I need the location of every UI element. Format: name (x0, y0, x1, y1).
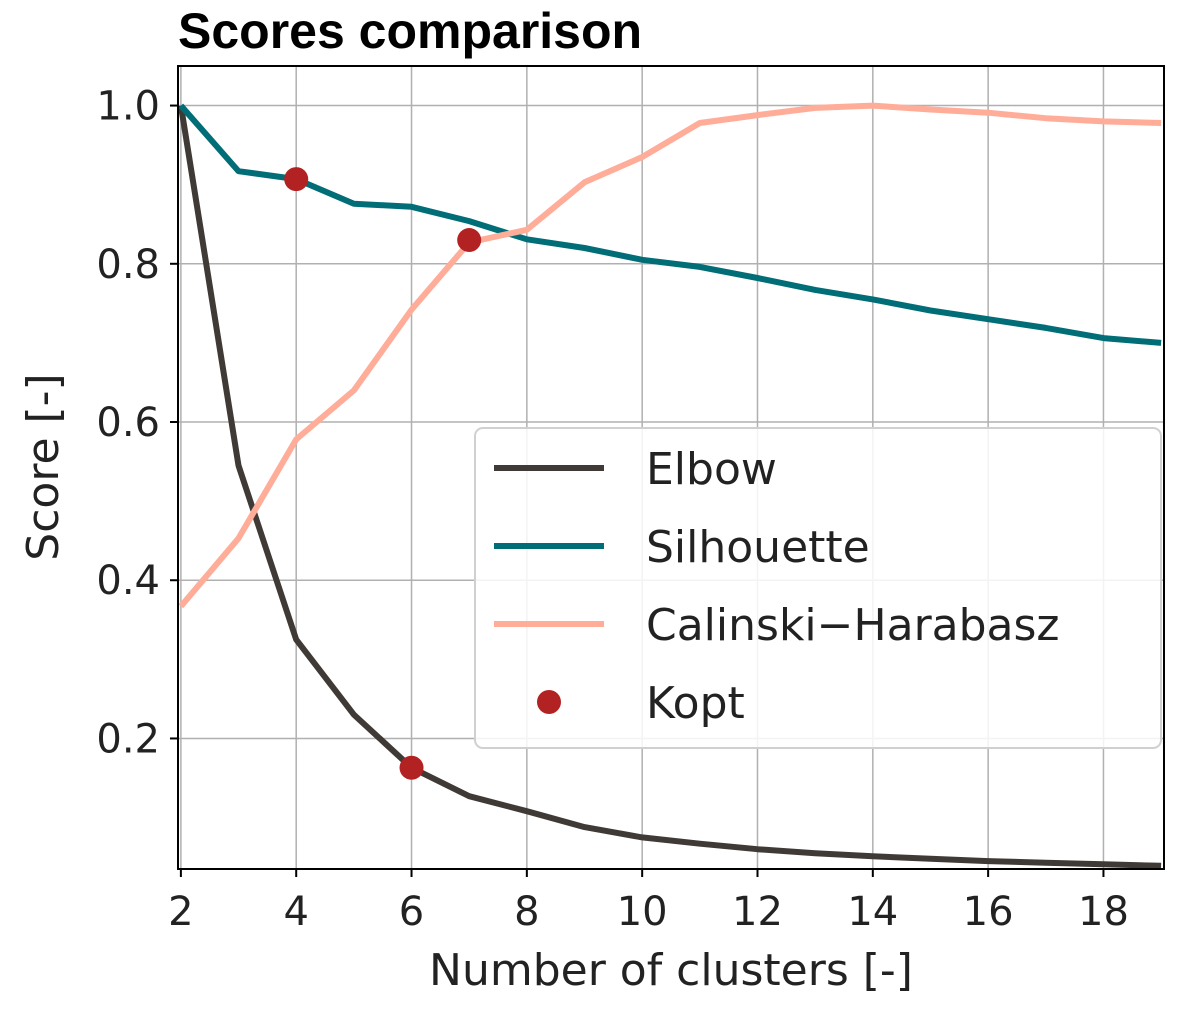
x-tick-label: 8 (514, 889, 539, 935)
x-tick-label: 2 (168, 889, 193, 935)
y-tick-label: 1.0 (96, 84, 160, 130)
legend-swatch (537, 690, 561, 714)
x-tick-label: 12 (732, 889, 783, 935)
x-tick-label: 10 (617, 889, 668, 935)
x-tick-label: 16 (963, 889, 1014, 935)
series-line-calinski-harabasz (178, 102, 1162, 609)
y-tick-label: 0.4 (96, 558, 160, 604)
legend-label: Silhouette (646, 522, 870, 573)
series-line-elbow (177, 105, 1162, 869)
x-tick-label: 6 (399, 889, 424, 935)
y-axis-ticks: 0.2 0.4 0.6 0.8 1.0 (96, 84, 178, 762)
x-tick-label: 14 (847, 889, 898, 935)
y-tick-label: 0.2 (96, 716, 160, 762)
markers-layer (284, 167, 482, 780)
chart-title: Scores comparison (178, 3, 642, 59)
x-tick-label: 4 (283, 889, 308, 935)
x-axis-label: Number of clusters [-] (429, 945, 913, 996)
legend-label: Kopt (646, 678, 745, 729)
kopt-marker (457, 228, 482, 253)
kopt-marker (284, 167, 309, 192)
y-tick-label: 0.8 (96, 242, 160, 288)
x-axis-ticks: 2 4 6 8 10 12 14 16 18 (168, 869, 1129, 935)
series-layer (177, 102, 1162, 869)
legend-label: Calinski−Harabasz (646, 600, 1060, 651)
legend: Elbow Silhouette Calinski−Harabasz Kopt (474, 427, 1162, 749)
plot-frame (177, 65, 1165, 870)
legend-box (474, 427, 1162, 749)
legend-label: Elbow (646, 444, 777, 495)
x-tick-label: 18 (1078, 889, 1129, 935)
y-tick-label: 0.6 (96, 400, 160, 446)
y-axis-label: Score [-] (18, 373, 69, 560)
kopt-marker (399, 755, 424, 780)
series-line-silhouette (178, 103, 1162, 346)
